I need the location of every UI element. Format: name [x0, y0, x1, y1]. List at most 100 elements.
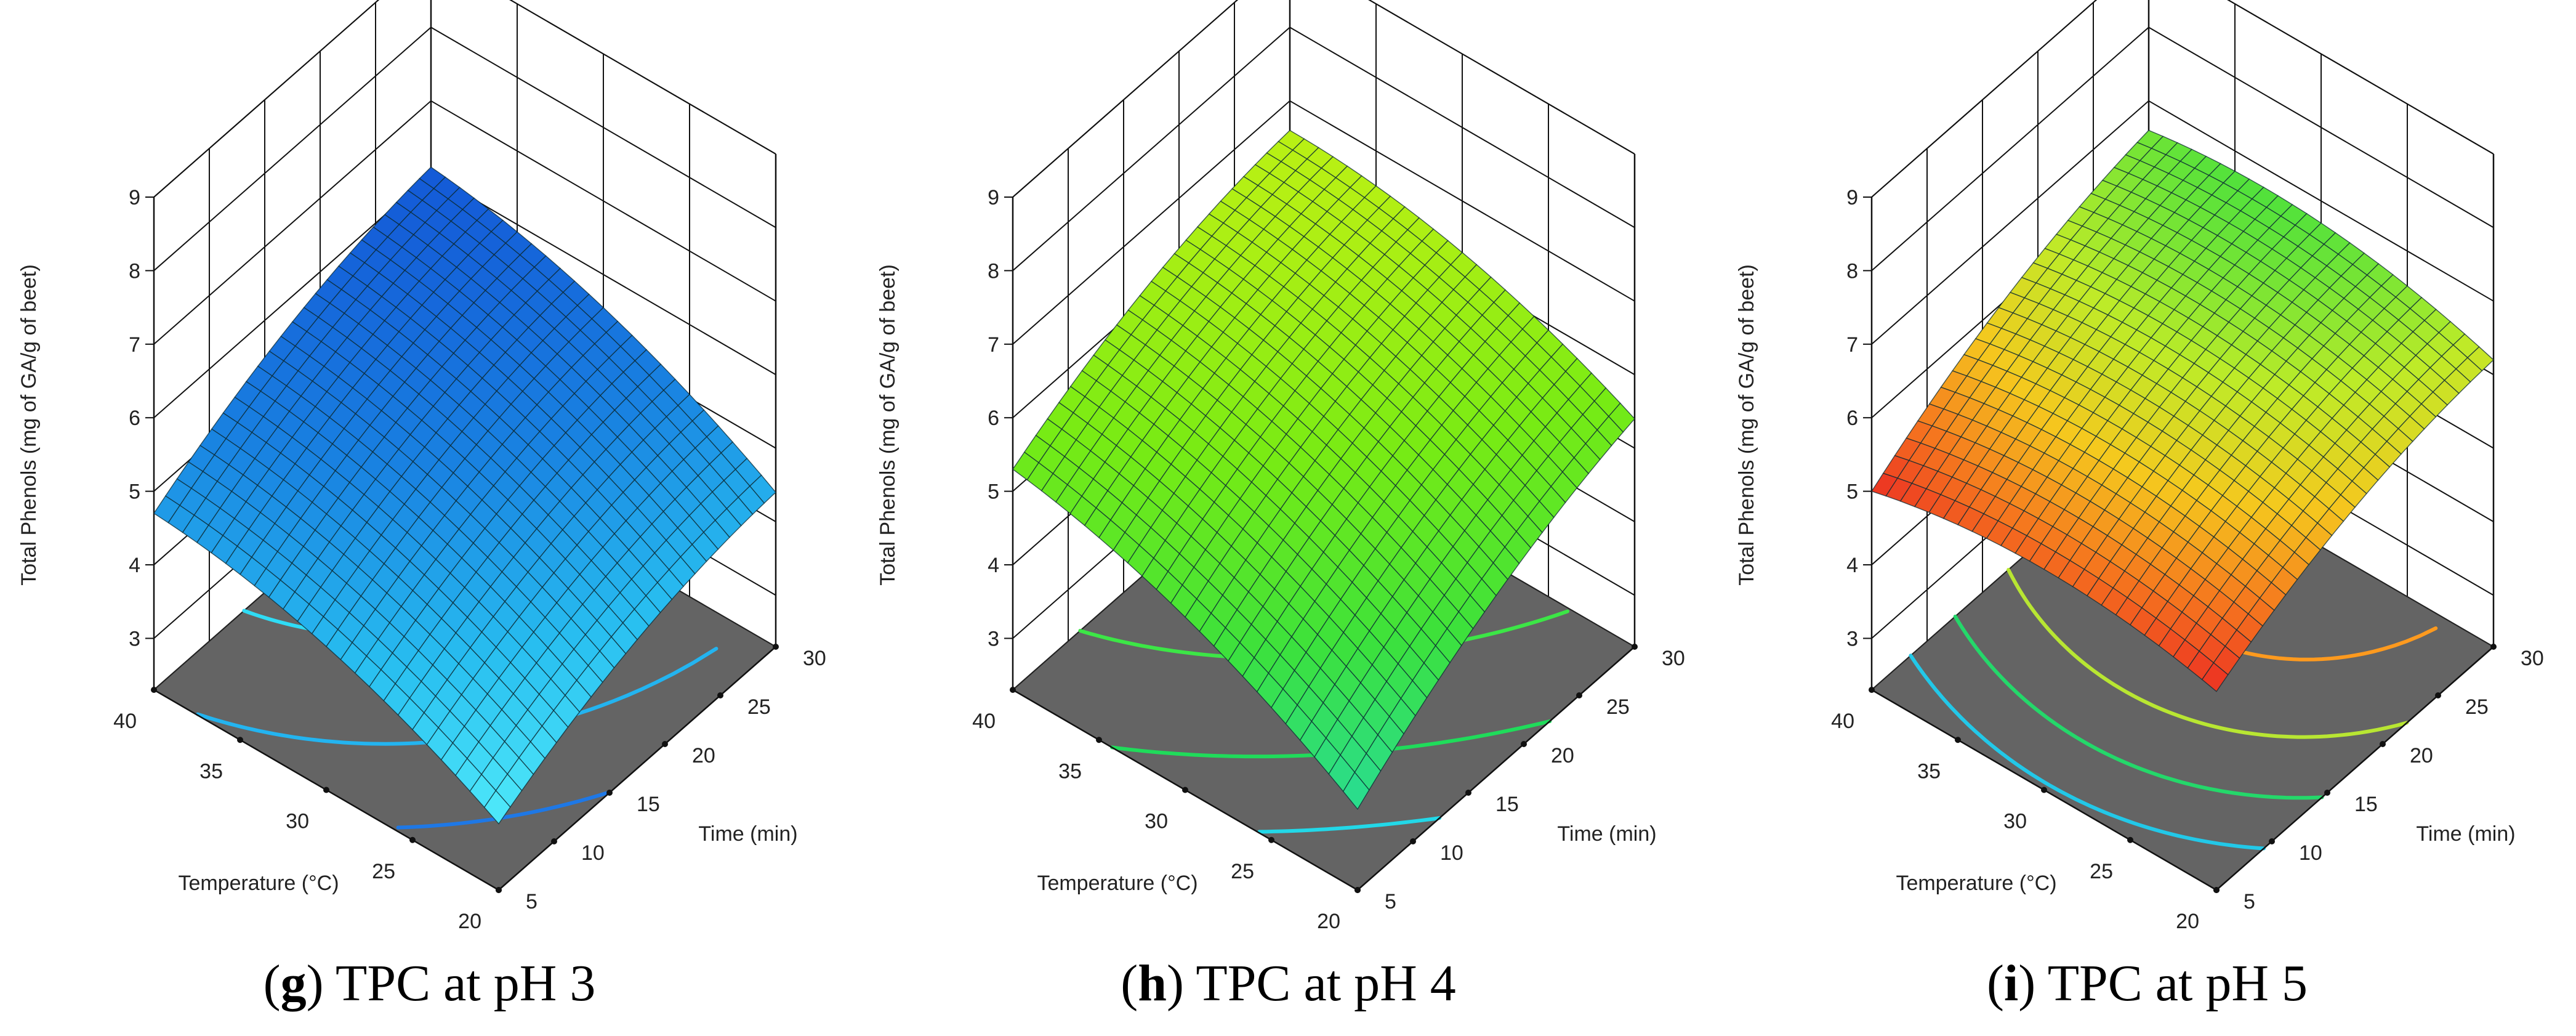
caption-letter: g: [280, 955, 307, 1012]
y-tick-label: 30: [2521, 647, 2544, 670]
y-tick-label: 30: [803, 647, 826, 670]
caption-letter: i: [2003, 955, 2019, 1012]
x-tick-mark: [1096, 737, 1102, 743]
surface-cell: [483, 790, 511, 825]
y-tick-mark: [1465, 790, 1471, 796]
y-tick-label: 10: [581, 841, 605, 865]
x-tick-label: 30: [2003, 810, 2027, 833]
x-tick-mark: [1955, 737, 1961, 743]
grid-line: [1012, 0, 1635, 198]
y-axis-title: Time (min): [2416, 822, 2515, 846]
y-axis-title: Time (min): [698, 822, 797, 846]
y-tick-label: 25: [747, 695, 771, 719]
contour-line: [396, 790, 613, 830]
caption-text: ) TPC at pH 5: [2018, 955, 2308, 1012]
x-tick-label: 25: [2090, 860, 2113, 883]
z-tick-label: 5: [988, 480, 999, 504]
z-axis-title: Total Phenols (mg of GA/g of beet): [1735, 264, 1758, 586]
y-tick-label: 15: [637, 793, 660, 816]
response-surface: [1012, 129, 1635, 810]
response-surface: [1870, 129, 2495, 692]
y-tick-label: 5: [526, 890, 537, 913]
y-tick-label: 20: [2410, 744, 2433, 767]
surface-plot-g: 3 4 5 6 7 8 9 20 25 30 35 40 5 10 15 20 25 30 Total Phenol…: [17, 0, 826, 933]
z-tick-label: 7: [129, 333, 140, 357]
y-tick-mark: [1576, 692, 1582, 698]
x-tick-label: 35: [199, 759, 223, 783]
tick-labels: 3 4 5 6 7 8 9 20 25 30 35 40 5 10 15 20 25 30: [972, 186, 1685, 933]
y-tick-mark: [2269, 838, 2275, 844]
y-tick-mark: [662, 741, 668, 747]
x-tick-label: 30: [286, 810, 309, 833]
panel-h: 3 4 5 6 7 8 9 20 25 30 35 40 5 10 15 20 25 30 Total Phenol…: [859, 0, 1718, 1036]
x-tick-label: 40: [113, 710, 137, 733]
y-tick-label: 30: [1662, 647, 1685, 670]
x-tick-label: 25: [1231, 860, 1254, 883]
y-axis-title: Time (min): [1557, 822, 1656, 846]
z-tick-label: 4: [1846, 554, 1858, 577]
y-tick-mark: [2324, 790, 2330, 796]
contour-line: [2006, 568, 2409, 739]
grid-line: [153, 0, 776, 198]
y-tick-mark: [773, 644, 779, 650]
grid-line: [153, 0, 776, 198]
z-tick-label: 9: [1846, 186, 1858, 209]
x-axis-title: Temperature (°C): [1896, 872, 2056, 895]
y-tick-mark: [1521, 741, 1527, 747]
z-tick-label: 8: [1846, 259, 1858, 283]
x-tick-label: 20: [1317, 910, 1340, 933]
x-axis-title: Temperature (°C): [1037, 872, 1197, 895]
x-tick-label: 20: [2176, 910, 2199, 933]
x-tick-label: 25: [372, 860, 395, 883]
y-tick-mark: [717, 692, 723, 698]
x-tick-mark: [1268, 836, 1274, 843]
z-tick-label: 9: [129, 186, 140, 209]
y-tick-label: 15: [2354, 793, 2378, 816]
z-tick-label: 3: [1846, 627, 1858, 650]
surface-cell: [2201, 662, 2229, 692]
z-tick-label: 8: [129, 259, 140, 283]
x-tick-label: 20: [458, 910, 481, 933]
contour-line: [1909, 654, 2266, 851]
x-axis-title: Temperature (°C): [178, 872, 339, 895]
axis-line: [2216, 646, 2494, 891]
caption-text: ) TPC at pH 3: [306, 955, 596, 1012]
plot-area: 3 4 5 6 7 8 9 20 25 30 35 40 5 10 15 20 25 30 Total Phenol…: [876, 0, 1685, 933]
plot-area: 3 4 5 6 7 8 9 20 25 30 35 40 5 10 15 20 25 30 Total Phenol…: [1735, 0, 2544, 933]
panel-g: 3 4 5 6 7 8 9 20 25 30 35 40 5 10 15 20 25 30 Total Phenol…: [0, 0, 859, 1036]
plot-area: 3 4 5 6 7 8 9 20 25 30 35 40 5 10 15 20 25 30 Total Phenol…: [17, 0, 826, 933]
z-tick-label: 3: [129, 627, 140, 650]
z-tick-label: 4: [988, 554, 999, 577]
y-tick-label: 20: [1551, 744, 1574, 767]
x-tick-label: 35: [1917, 759, 1941, 783]
caption-i: (i) TPC at pH 5: [1986, 955, 2308, 1012]
z-tick-label: 5: [129, 480, 140, 504]
tick-labels: 3 4 5 6 7 8 9 20 25 30 35 40 5 10 15 20 25 30: [113, 186, 826, 933]
y-tick-label: 25: [2465, 695, 2489, 719]
y-tick-label: 10: [2299, 841, 2322, 865]
contour-line: [1953, 614, 2324, 800]
z-tick-label: 5: [1846, 480, 1858, 504]
axis-line: [498, 646, 776, 891]
x-tick-mark: [151, 687, 157, 693]
x-tick-label: 40: [972, 710, 996, 733]
x-tick-mark: [1869, 687, 1875, 693]
response-surface: [153, 166, 776, 825]
y-tick-mark: [1410, 838, 1416, 844]
z-tick-label: 6: [1846, 407, 1858, 430]
x-tick-label: 40: [1831, 710, 1854, 733]
y-tick-label: 15: [1495, 793, 1519, 816]
y-tick-label: 10: [1440, 841, 1463, 865]
x-tick-mark: [409, 836, 416, 843]
y-tick-label: 20: [692, 744, 715, 767]
grid-line: [1871, 0, 2494, 198]
contour-line: [1110, 719, 1552, 759]
z-tick-label: 9: [988, 186, 999, 209]
caption-h: (h) TPC at pH 4: [1121, 955, 1456, 1012]
caption-g: (g) TPC at pH 3: [263, 955, 596, 1012]
surface-cell: [1342, 771, 1370, 810]
x-tick-mark: [323, 787, 329, 793]
z-tick-label: 8: [988, 259, 999, 283]
y-tick-mark: [2490, 644, 2497, 650]
